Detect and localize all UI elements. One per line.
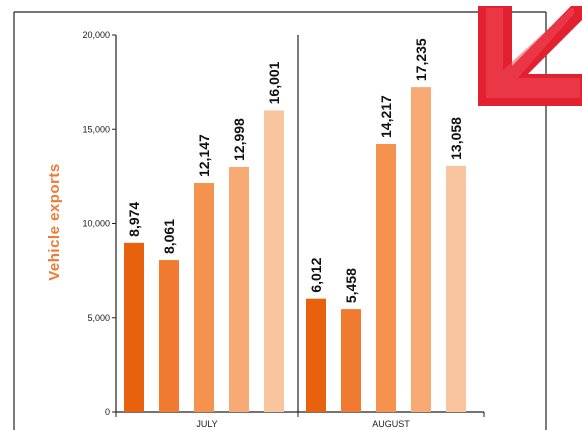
y-tick-label: 15,000 xyxy=(82,124,110,134)
bar xyxy=(159,260,179,412)
bar xyxy=(124,242,144,412)
data-label: 12,147 xyxy=(196,134,212,177)
bar xyxy=(411,87,431,413)
x-category-label: AUGUST xyxy=(372,419,410,429)
bar xyxy=(229,166,249,412)
data-label: 6,012 xyxy=(308,257,324,292)
data-labels: 8,974 8,061 12,147 12,998 16,001 6,012 5,458 14… xyxy=(126,38,464,303)
data-label: 5,458 xyxy=(343,268,359,303)
data-label: 8,061 xyxy=(161,219,177,254)
bar xyxy=(446,165,466,412)
data-label: 14,217 xyxy=(378,95,394,138)
y-tick-label: 5,000 xyxy=(87,313,110,323)
bars xyxy=(124,87,466,413)
y-tick-label: 20,000 xyxy=(82,30,110,40)
bar xyxy=(264,110,284,412)
bar xyxy=(341,309,361,412)
red-arrow-logo-icon xyxy=(478,6,582,106)
data-label: 13,058 xyxy=(448,117,464,160)
y-tick-label: 10,000 xyxy=(82,219,110,229)
data-label: 12,998 xyxy=(231,118,247,161)
data-label: 16,001 xyxy=(266,61,282,104)
y-axis-title: Vehicle exports xyxy=(46,163,63,281)
x-category-label: JULY xyxy=(196,419,217,429)
bar xyxy=(194,183,214,412)
bar xyxy=(376,144,396,412)
bar xyxy=(306,298,326,412)
data-label: 8,974 xyxy=(126,202,142,237)
y-tick-label: 0 xyxy=(105,407,110,417)
data-label: 17,235 xyxy=(413,38,429,81)
